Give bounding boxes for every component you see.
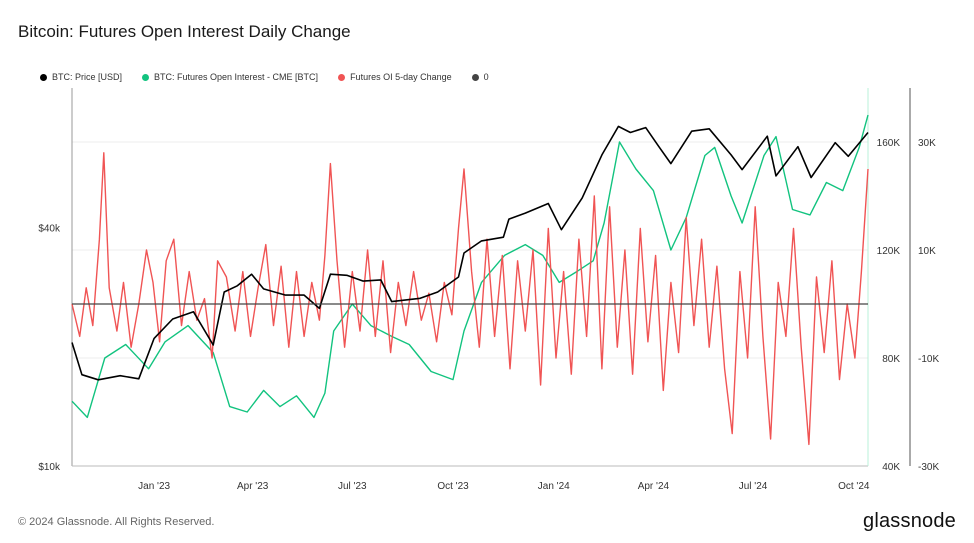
chart-title: Bitcoin: Futures Open Interest Daily Cha… <box>18 22 351 41</box>
copyright-text: © 2024 Glassnode. All Rights Reserved. <box>18 516 215 528</box>
oi-change-tick-label: 10K <box>918 246 936 257</box>
oi-tick-label: 120K <box>877 246 901 257</box>
x-tick-label: Jan '23 <box>138 481 170 492</box>
legend-item-oi-change[interactable]: Futures OI 5-day Change <box>338 72 452 82</box>
legend-item-zero-line[interactable]: 0 <box>471 72 489 82</box>
oi-tick-label: 160K <box>877 138 901 149</box>
price-tick-label: $10k <box>38 462 61 473</box>
x-tick-label: Jul '24 <box>739 481 768 492</box>
legend-item-price[interactable]: BTC: Price [USD] <box>40 72 122 82</box>
legend-dot-oi-change <box>338 73 346 81</box>
x-tick-label: Apr '24 <box>638 481 670 492</box>
chart-legend: BTC: Price [USD] BTC: Futures Open Inter… <box>40 72 489 82</box>
glassnode-logo: glassnode <box>863 510 956 532</box>
x-tick-label: Oct '23 <box>437 481 469 492</box>
oi-change-tick-label: -10K <box>918 354 939 365</box>
series-line-2 <box>71 152 869 446</box>
legend-label-open-interest: BTC: Futures Open Interest - CME [BTC] <box>154 72 319 82</box>
legend-label-oi-change: Futures OI 5-day Change <box>350 72 452 82</box>
oi-change-tick-label: -30K <box>918 462 939 473</box>
oi-change-tick-label: 30K <box>918 138 936 149</box>
oi-tick-label: 80K <box>882 354 900 365</box>
x-tick-label: Oct '24 <box>838 481 870 492</box>
x-tick-label: Apr '23 <box>237 481 269 492</box>
legend-label-price: BTC: Price [USD] <box>52 72 123 82</box>
legend-label-zero-line: 0 <box>483 72 489 82</box>
x-tick-label: Jul '23 <box>338 481 367 492</box>
oi-tick-label: 40K <box>882 462 900 473</box>
legend-item-open-interest[interactable]: BTC: Futures Open Interest - CME [BTC] <box>142 72 318 82</box>
legend-dot-open-interest <box>142 73 150 81</box>
legend-dot-price <box>40 73 47 81</box>
series-line-1 <box>71 114 869 419</box>
series-line-0 <box>71 125 869 381</box>
price-tick-label: $40k <box>38 224 61 235</box>
x-tick-label: Jan '24 <box>538 481 570 492</box>
legend-dot-zero-line <box>471 73 479 81</box>
